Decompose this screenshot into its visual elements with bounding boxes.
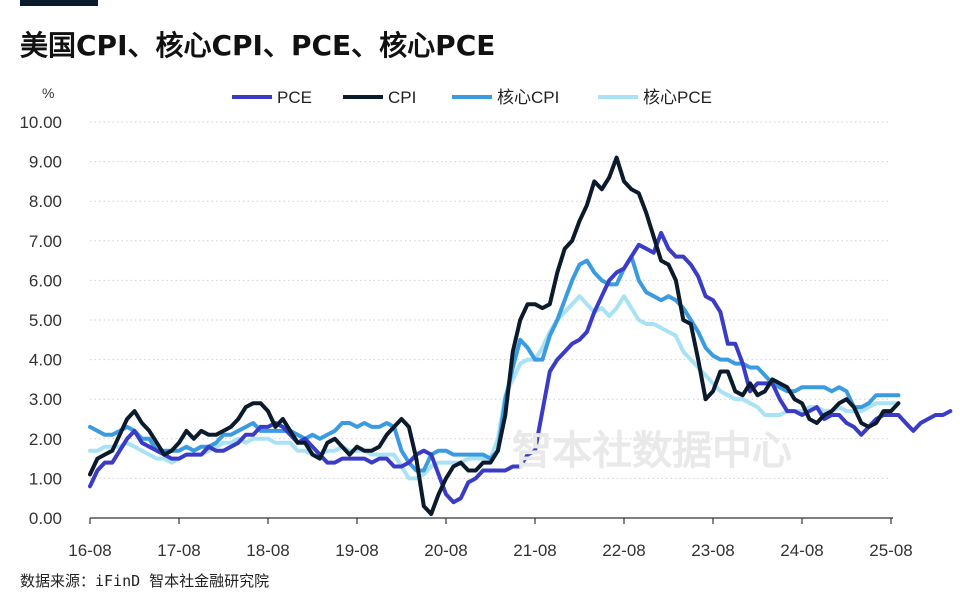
series-line-3 <box>88 294 901 481</box>
y-tick-label: 7.00 <box>29 232 62 251</box>
data-source-note: 数据来源：iFinD 智本社金融研究院 <box>20 572 270 590</box>
x-tick-label: 18-08 <box>246 541 289 560</box>
x-tick-label: 21-08 <box>513 541 556 560</box>
legend-label-3: 核心PCE <box>643 88 712 107</box>
y-tick-label: 6.00 <box>29 271 62 290</box>
y-tick-label: 3.00 <box>29 390 62 409</box>
y-tick-label: 8.00 <box>29 192 62 211</box>
y-axis-unit: % <box>42 85 54 101</box>
x-tick-label: 16-08 <box>68 541 111 560</box>
series-line-2 <box>88 254 901 473</box>
x-tick-label: 17-08 <box>157 541 200 560</box>
legend-label-1: CPI <box>388 88 416 107</box>
x-tick-label: 23-08 <box>691 541 734 560</box>
legend: PCE CPI 核心CPI 核心PCE <box>232 88 712 107</box>
series-line-1 <box>88 155 901 516</box>
y-tick-label: 2.00 <box>29 430 62 449</box>
y-tick-label: 9.00 <box>29 153 62 172</box>
series-lines <box>88 155 953 516</box>
x-tick-label: 19-08 <box>335 541 378 560</box>
x-axis: 16-08 17-08 18-08 19-08 20-08 21-08 22-08 23-08… <box>68 517 913 560</box>
y-tick-label: 10.00 <box>19 113 62 132</box>
y-tick-label: 5.00 <box>29 311 62 330</box>
x-tick-label: 24-08 <box>780 541 823 560</box>
gridlines <box>90 121 891 479</box>
title-accent-bar <box>20 0 98 6</box>
x-tick-label: 22-08 <box>602 541 645 560</box>
legend-label-0: PCE <box>277 88 312 107</box>
y-tick-label: 1.00 <box>29 469 62 488</box>
x-tick-label: 20-08 <box>424 541 467 560</box>
page-title: 美国CPI、核心CPI、PCE、核心PCE <box>20 29 496 62</box>
y-tick-label: 0.00 <box>29 509 62 528</box>
legend-label-2: 核心CPI <box>497 88 559 107</box>
y-tick-label: 4.00 <box>29 351 62 370</box>
x-tick-label: 25-08 <box>869 541 912 560</box>
y-axis-ticks: 0.00 1.00 2.00 3.00 4.00 5.00 6.00 7.00 8.00 9.00… <box>19 113 62 528</box>
